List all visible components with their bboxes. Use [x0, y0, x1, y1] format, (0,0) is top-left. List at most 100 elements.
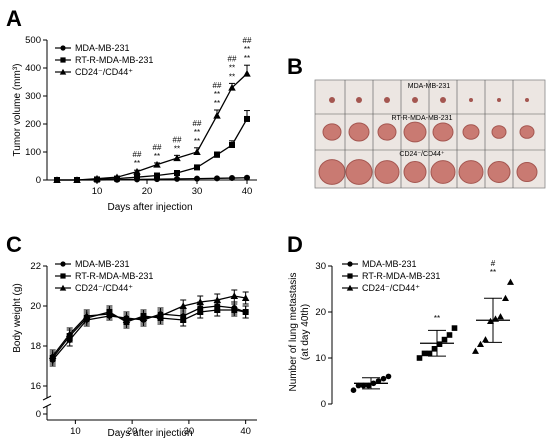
data-point	[214, 151, 220, 158]
significance-mark: ##	[173, 135, 182, 144]
scatter-point	[502, 294, 509, 301]
x-tick-label: 30	[184, 426, 195, 437]
legend-label: MDA-MB-231	[75, 43, 130, 53]
data-point	[242, 309, 249, 315]
tumor-medium	[519, 125, 535, 139]
significance-mark: **	[154, 152, 160, 161]
y-tick-label: 30	[315, 261, 326, 272]
legend-label: MDA-MB-231	[75, 259, 130, 269]
x-tick-label: 30	[192, 186, 203, 197]
data-point	[213, 111, 221, 119]
data-point	[174, 175, 180, 182]
legend-marker-square	[347, 273, 353, 279]
y-tick-label: 100	[25, 147, 41, 158]
significance-mark: **	[244, 45, 250, 54]
significance-mark: **	[214, 99, 220, 108]
tumor-large	[374, 160, 400, 184]
tumor-small	[525, 98, 529, 102]
data-point	[228, 83, 236, 91]
tumor-medium	[432, 122, 454, 142]
panel-label-b: B	[287, 54, 303, 79]
scatter-point	[426, 350, 433, 357]
photo-row-label-2: RT-R-MDA-MB-231	[392, 115, 453, 122]
scatter-point	[431, 346, 438, 352]
y-tick-label: 10	[315, 353, 326, 364]
scatter-point	[436, 341, 443, 347]
data-point	[93, 174, 101, 182]
data-point	[244, 115, 250, 122]
significance-mark: **	[434, 314, 440, 323]
significance-mark: #	[491, 259, 496, 268]
scatter-point	[472, 347, 479, 354]
series-line	[52, 305, 246, 361]
tumor-small	[329, 97, 335, 103]
significance-mark: **	[194, 128, 200, 137]
legend-label: RT-R-MDA-MB-231	[362, 271, 440, 281]
legend-marker-circle	[60, 45, 66, 51]
significance-mark: **	[490, 268, 496, 277]
tumor-large	[430, 160, 456, 184]
y-tick-label: 18	[30, 341, 41, 352]
data-point	[214, 307, 221, 313]
tumor-medium	[348, 122, 370, 142]
panel-label-a: A	[6, 6, 22, 31]
legend-marker-square	[60, 57, 66, 63]
scatter-point	[441, 336, 448, 343]
x-tick-label: 40	[242, 186, 253, 197]
scatter-point	[421, 350, 428, 357]
scatter-point	[350, 387, 357, 394]
data-point	[229, 175, 235, 182]
significance-mark: **	[134, 159, 140, 168]
data-point	[231, 307, 238, 313]
legend-label: CD24⁻/CD44⁺	[75, 67, 133, 77]
scatter-point	[446, 332, 453, 338]
data-point	[133, 167, 141, 175]
x-tick-label: 20	[127, 426, 138, 437]
x-axis-label-c: Days after injection	[107, 428, 192, 439]
significance-mark: **	[194, 137, 200, 146]
y-tick-label: 22	[30, 261, 41, 272]
x-tick-label: 40	[240, 426, 251, 437]
tumor-small	[412, 97, 418, 103]
scatter-point	[355, 382, 362, 389]
tumor-medium	[462, 124, 480, 140]
tumor-large	[403, 161, 427, 183]
data-point	[197, 309, 204, 315]
significance-mark: **	[214, 90, 220, 99]
y-tick-label: 200	[25, 119, 41, 130]
legend-marker-circle	[60, 261, 66, 267]
tumor-medium	[377, 123, 397, 141]
data-point	[139, 314, 148, 321]
y-axis-label-d-line2: (at day 40th)	[300, 304, 311, 360]
panel-label-c: C	[6, 232, 22, 257]
scatter-point	[477, 340, 484, 347]
data-point	[244, 174, 250, 181]
scatter-point	[497, 313, 504, 320]
data-point	[180, 317, 187, 323]
y-axis-label-a: Tumor volume (mm³)	[12, 64, 23, 157]
body-weight-chart: Body weight (g) Days after injection 0 16…	[12, 259, 257, 439]
y-axis-label-c: Body weight (g)	[12, 283, 23, 352]
x-tick-label: 10	[70, 426, 81, 437]
data-point	[154, 172, 160, 179]
data-point	[196, 298, 204, 305]
significance-mark: ##	[133, 150, 142, 159]
tumor-medium	[403, 121, 427, 143]
legend-marker-square	[60, 273, 66, 279]
y-tick-label: 0	[36, 175, 41, 186]
photo-row-label-3: CD24⁻/CD44⁺	[399, 151, 444, 158]
significance-mark: **	[229, 63, 235, 72]
significance-mark: **	[244, 54, 250, 63]
data-point	[82, 312, 91, 319]
tumor-large	[458, 160, 484, 184]
data-point	[243, 69, 251, 77]
legend-marker-triangle	[59, 68, 67, 75]
significance-mark: ##	[193, 119, 202, 128]
tumor-small	[469, 98, 473, 102]
data-point	[194, 164, 200, 171]
tumor-medium	[322, 123, 342, 141]
significance-mark: ##	[213, 81, 222, 90]
data-point	[214, 175, 220, 182]
significance-mark: ##	[228, 54, 237, 63]
